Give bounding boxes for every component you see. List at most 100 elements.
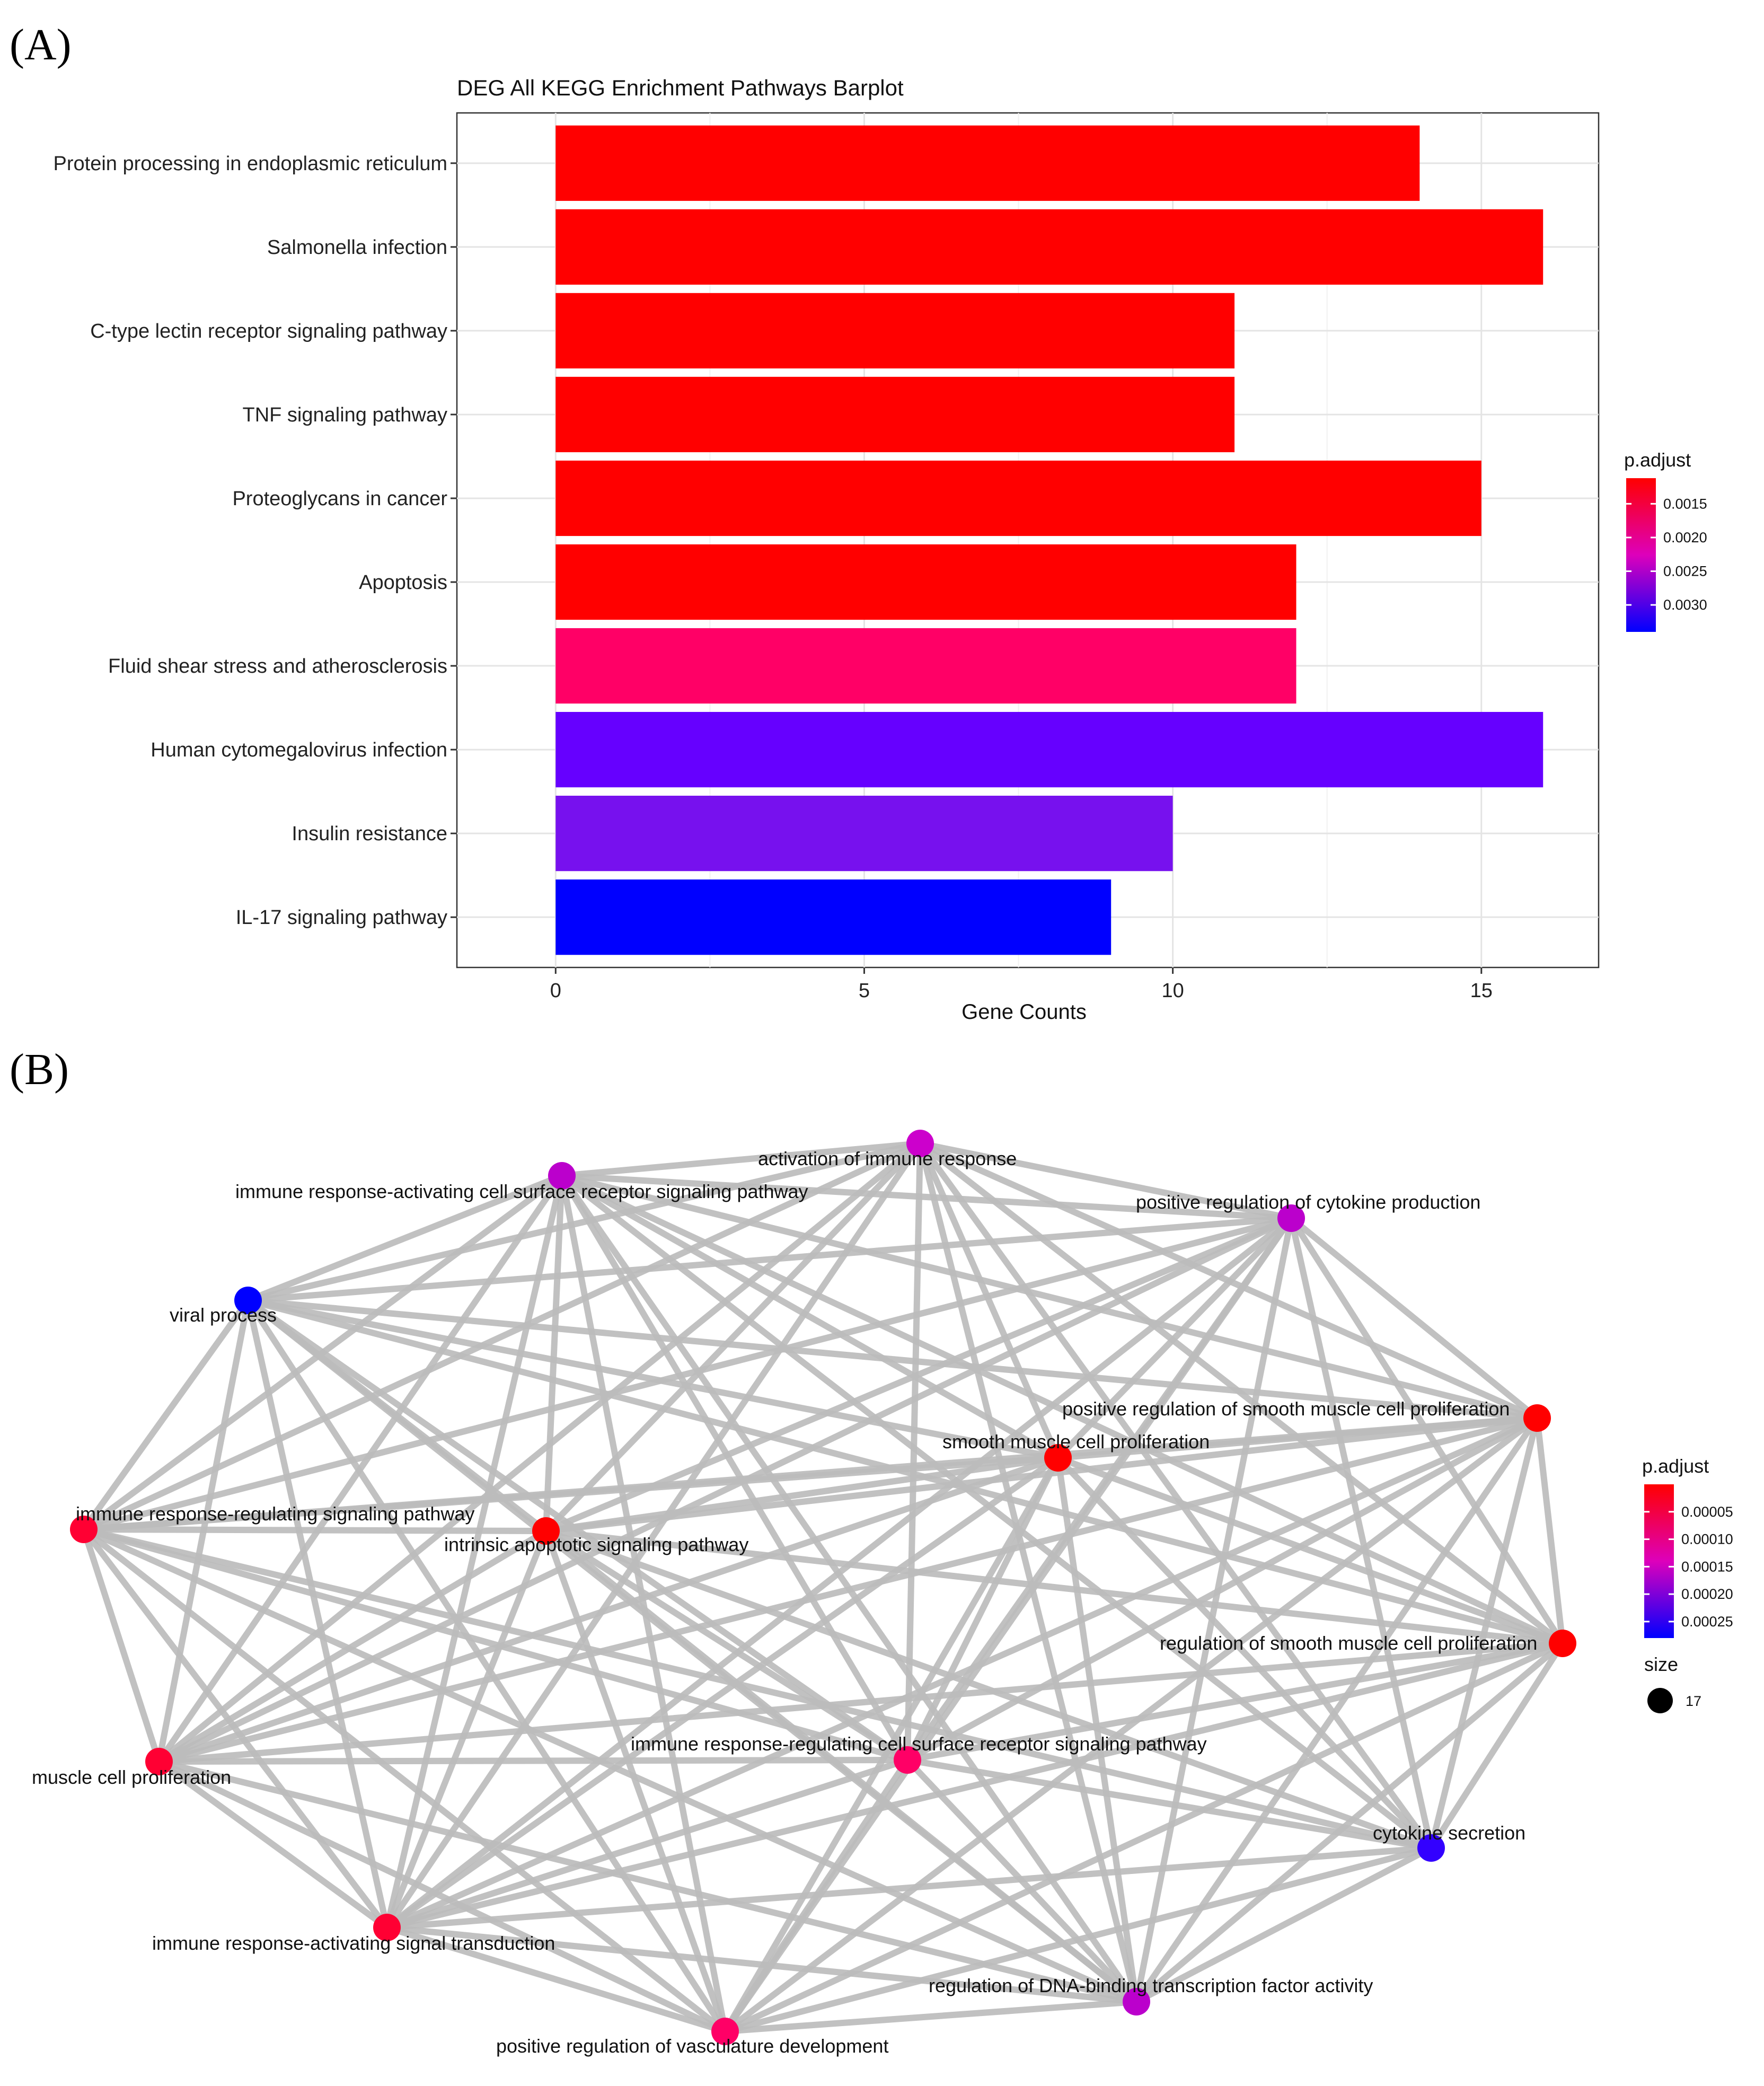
network-edge: [384, 1415, 1540, 1931]
network-node: [906, 1130, 934, 1157]
panel-b: (B) activation of immune response immune …: [10, 1045, 1733, 2057]
x-tick-label: 15: [1470, 980, 1493, 1002]
network-node-label: cytokine secretion: [1373, 1822, 1525, 1844]
network-edge: [722, 1415, 1540, 2035]
network-node: [532, 1517, 560, 1545]
panel-b-label: (B): [10, 1045, 69, 1094]
network-edge: [543, 1215, 1294, 1534]
network-edge: [245, 1297, 1540, 1421]
network-edge: [156, 1140, 923, 1765]
network-edge: [81, 1140, 923, 1533]
network-edge: [156, 1528, 549, 1765]
y-tick-label: Salmonella infection: [267, 236, 447, 259]
legend-tick-label: 0.00010: [1681, 1532, 1733, 1547]
network-node-label: immune response-regulating signaling pat…: [76, 1503, 474, 1525]
network-node-label: positive regulation of cytokine producti…: [1136, 1191, 1480, 1213]
legend-tick-label: 0.00020: [1681, 1586, 1733, 1602]
x-tick-labels: 0 5 10 15: [550, 967, 1493, 1002]
network-edge: [384, 1173, 565, 1931]
network-node-label: smooth muscle cell proliferation: [942, 1431, 1210, 1453]
network-node: [894, 1746, 921, 1774]
network-edge: [384, 1845, 1434, 1931]
network-node-label: intrinsic apoptotic signaling pathway: [444, 1534, 748, 1555]
network-edge: [1428, 1640, 1566, 1851]
network-edge: [245, 1297, 390, 1931]
network-edge: [81, 1455, 1061, 1533]
network-edge: [559, 1173, 1294, 1221]
network-edge: [384, 1528, 549, 1931]
bar: [555, 209, 1543, 285]
network-edge: [722, 1455, 1061, 2035]
network-nodes: [70, 1130, 1576, 2045]
legend-size-dot: [1647, 1688, 1673, 1713]
legend-tick-label: 0.0030: [1663, 597, 1707, 613]
x-axis-label: Gene Counts: [962, 1000, 1087, 1024]
network-edge: [156, 1757, 911, 1765]
network-node-label: immune response-activating cell surface …: [235, 1181, 808, 1202]
network-edge: [81, 1526, 911, 1763]
network-edge: [722, 1845, 1434, 2035]
network-edge: [245, 1173, 565, 1304]
network-edge: [245, 1297, 1061, 1461]
network-edge: [1055, 1455, 1434, 1851]
bar: [555, 544, 1296, 620]
network-edge: [543, 1455, 1061, 1534]
network-edge: [245, 1140, 923, 1304]
network-node: [1523, 1404, 1551, 1432]
network-edge: [904, 1415, 1540, 1763]
x-tick-label: 0: [550, 980, 561, 1002]
network-edge: [384, 1924, 1140, 2005]
network-edge: [81, 1297, 251, 1533]
network-edge: [917, 1140, 1434, 1851]
network-node: [711, 2018, 739, 2045]
network-node-label: positive regulation of smooth muscle cel…: [1062, 1398, 1510, 1420]
network-edge: [1288, 1215, 1540, 1421]
y-tick-label: Human cytomegalovirus infection: [151, 739, 447, 761]
legend-colorbar: [1644, 1484, 1674, 1638]
network-edge: [384, 1140, 923, 1931]
network-edge: [1133, 1640, 1566, 2005]
legend-tick-label: 0.00015: [1681, 1559, 1733, 1574]
network-edge: [156, 1640, 1566, 1765]
network-edge: [384, 1640, 1566, 1931]
network-edge: [543, 1528, 1566, 1647]
y-tick-label: Fluid shear stress and atherosclerosis: [108, 655, 447, 677]
network-edge: [1288, 1215, 1434, 1851]
network-edge: [156, 1758, 390, 1931]
y-tick-label: IL-17 signaling pathway: [236, 906, 447, 929]
legend-size-title: size: [1644, 1653, 1678, 1675]
bar: [555, 879, 1112, 955]
network-edge: [156, 1455, 1061, 1765]
network-node: [1123, 1988, 1150, 2015]
network-edge: [904, 1455, 1061, 1763]
network-edge: [543, 1528, 1140, 2005]
network-edge: [559, 1173, 1566, 1647]
network-edge: [384, 1215, 1294, 1931]
network-node-label: activation of immune response: [758, 1148, 1017, 1169]
chart-title: DEG All KEGG Enrichment Pathways Barplot: [457, 75, 904, 100]
y-tick-label: Apoptosis: [359, 571, 447, 594]
network-node: [70, 1516, 98, 1543]
network-edge: [81, 1526, 549, 1534]
network-edge: [156, 1215, 1294, 1765]
network-edge: [917, 1140, 1294, 1221]
y-tick-label: Proteoglycans in cancer: [232, 488, 447, 510]
network-edge: [1133, 1845, 1434, 2005]
bar: [555, 125, 1420, 201]
y-tick-label: C-type lectin receptor signaling pathway: [90, 320, 447, 342]
network-node-label: muscle cell proliferation: [32, 1766, 231, 1788]
network-edge: [559, 1173, 728, 2035]
network-edge: [1534, 1415, 1566, 1647]
network-edge: [81, 1526, 1434, 1851]
network-edge: [722, 1640, 1566, 2035]
network-node: [234, 1287, 262, 1314]
bar: [555, 460, 1481, 536]
network-edge: [156, 1415, 1540, 1765]
network-edge: [384, 1757, 911, 1931]
legend-network: p.adjust 0.00005 0.00010 0.00015 0.00020 0.0…: [1642, 1455, 1733, 1713]
network-node-label: regulation of DNA-binding transcription …: [929, 1975, 1373, 1996]
network-node-label: viral process: [170, 1304, 277, 1326]
y-tick-label: TNF signaling pathway: [242, 404, 447, 426]
y-tick-label: Protein processing in endoplasmic reticu…: [54, 153, 447, 175]
